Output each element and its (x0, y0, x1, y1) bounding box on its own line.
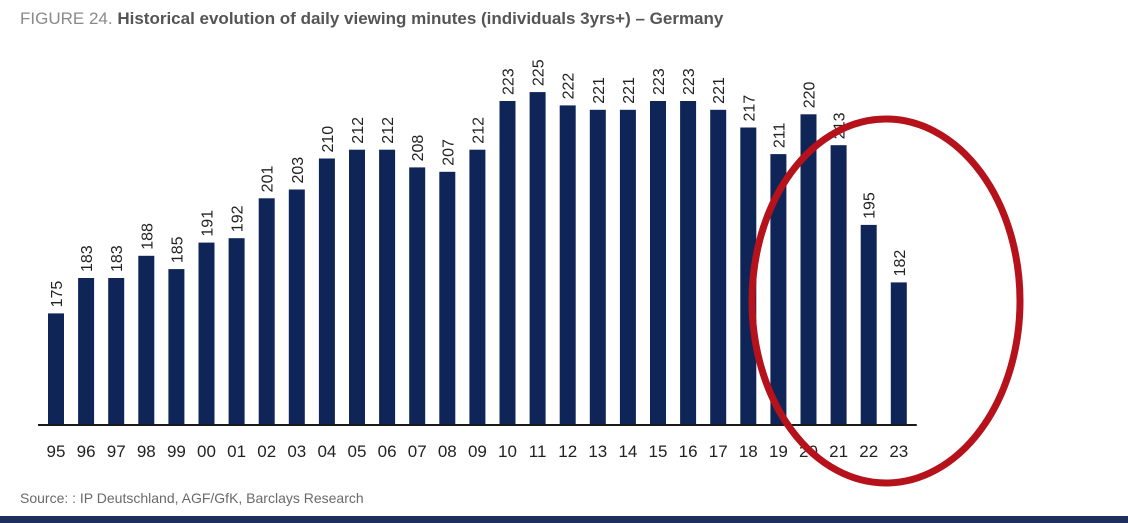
bar-16 (680, 101, 697, 424)
figure-label: FIGURE 24. (20, 9, 113, 28)
category-label-97: 97 (107, 442, 126, 461)
bar-99 (168, 269, 185, 424)
bar-07 (409, 167, 426, 424)
bar-09 (469, 149, 486, 424)
value-label-95: 175 (49, 281, 66, 308)
bar-97 (108, 278, 125, 424)
category-label-09: 09 (468, 442, 487, 461)
category-label-03: 03 (287, 442, 306, 461)
bar-96 (78, 278, 95, 424)
value-label-16: 223 (681, 68, 698, 95)
category-label-17: 17 (709, 442, 728, 461)
value-label-02: 201 (260, 166, 277, 193)
value-label-19: 211 (771, 122, 788, 148)
category-label-96: 96 (77, 442, 96, 461)
category-label-16: 16 (679, 442, 698, 461)
category-label-95: 95 (47, 442, 66, 461)
category-label-19: 19 (769, 442, 788, 461)
value-label-18: 217 (741, 95, 758, 122)
category-label-01: 01 (227, 442, 246, 461)
value-label-03: 203 (290, 157, 307, 184)
value-label-11: 225 (531, 59, 548, 86)
category-label-23: 23 (889, 442, 908, 461)
value-label-12: 222 (561, 73, 578, 100)
category-label-99: 99 (167, 442, 186, 461)
category-label-10: 10 (498, 442, 517, 461)
bars-group (48, 92, 907, 425)
bar-18 (740, 127, 757, 424)
category-label-07: 07 (408, 442, 427, 461)
category-label-11: 11 (529, 442, 547, 461)
bar-20 (800, 114, 817, 425)
category-label-12: 12 (558, 442, 577, 461)
bar-08 (439, 171, 456, 424)
bar-11 (529, 92, 546, 424)
category-label-18: 18 (739, 442, 758, 461)
bar-03 (288, 189, 305, 424)
value-label-06: 212 (380, 117, 397, 144)
bar-14 (619, 109, 636, 425)
source-note: Source: : IP Deutschland, AGF/GfK, Barcl… (20, 490, 364, 506)
value-label-23: 182 (892, 250, 909, 277)
bar-17 (710, 109, 727, 425)
category-label-00: 00 (197, 442, 216, 461)
bar-04 (318, 158, 335, 424)
bar-13 (589, 109, 606, 425)
figure-title: FIGURE 24. Historical evolution of daily… (20, 9, 723, 29)
value-label-97: 183 (109, 245, 126, 272)
value-label-20: 220 (802, 82, 819, 109)
value-label-05: 212 (350, 117, 367, 144)
bar-06 (379, 149, 396, 424)
value-label-00: 191 (200, 210, 217, 237)
bar-10 (499, 101, 516, 424)
value-label-08: 207 (440, 139, 457, 166)
bar-22 (860, 224, 877, 424)
category-label-15: 15 (649, 442, 668, 461)
bar-01 (228, 238, 245, 424)
value-label-04: 210 (320, 126, 337, 153)
bar-23 (890, 282, 907, 424)
value-label-96: 183 (79, 245, 96, 272)
bar-05 (349, 149, 365, 424)
bar-15 (650, 101, 666, 424)
category-label-02: 02 (257, 442, 276, 461)
value-label-22: 195 (862, 192, 879, 219)
value-label-09: 212 (470, 117, 487, 144)
bar-21 (830, 145, 847, 424)
bar-19 (770, 154, 787, 424)
value-label-07: 208 (410, 135, 427, 162)
category-label-04: 04 (317, 442, 336, 461)
bar-98 (138, 255, 155, 424)
bar-00 (198, 242, 215, 424)
bar-02 (258, 198, 275, 424)
bar-12 (559, 105, 576, 425)
value-label-01: 192 (230, 205, 247, 232)
category-label-22: 22 (859, 442, 878, 461)
category-label-21: 21 (829, 442, 848, 461)
category-label-05: 05 (348, 442, 367, 461)
value-label-13: 221 (591, 77, 608, 104)
bottom-rule (0, 516, 1128, 523)
category-label-13: 13 (588, 442, 607, 461)
figure-title-text: Historical evolution of daily viewing mi… (117, 9, 724, 28)
value-label-17: 221 (711, 77, 728, 104)
highlight-ellipse (748, 115, 1024, 487)
category-label-98: 98 (137, 442, 156, 461)
value-label-14: 221 (621, 77, 638, 104)
category-label-14: 14 (618, 442, 637, 461)
value-label-10: 223 (501, 68, 518, 95)
bar-95 (48, 313, 64, 424)
value-label-98: 188 (139, 223, 156, 250)
category-label-08: 08 (438, 442, 457, 461)
category-label-06: 06 (378, 442, 397, 461)
value-label-15: 223 (651, 68, 668, 95)
value-label-99: 185 (169, 236, 186, 263)
